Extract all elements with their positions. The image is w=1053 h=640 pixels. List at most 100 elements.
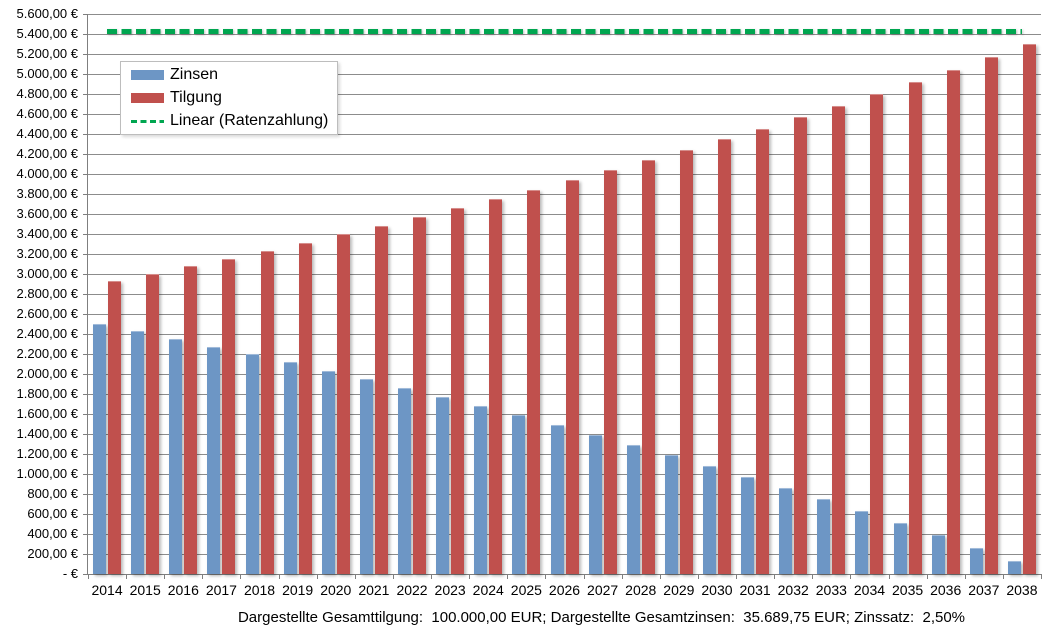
y-axis-label: 800,00 € [27, 486, 78, 501]
y-axis-label: 3.200,00 € [16, 246, 78, 261]
bar-zinsen-2015 [131, 331, 145, 574]
x-axis-tick [774, 574, 776, 579]
bar-tilgung-2034 [870, 94, 884, 574]
x-axis-label: 2024 [472, 582, 504, 598]
bar-zinsen-2027 [588, 434, 602, 574]
y-axis-tick [83, 213, 88, 215]
y-axis-label: 2.000,00 € [16, 366, 78, 381]
y-axis-tick [83, 313, 88, 315]
x-axis-tick [1041, 574, 1042, 579]
legend-item-zinsen: Zinsen [131, 64, 337, 87]
x-axis-tick [431, 574, 433, 579]
x-axis-tick [202, 574, 204, 579]
y-axis-label: 4.400,00 € [16, 126, 78, 141]
bar-tilgung-2025 [527, 189, 541, 574]
x-axis-tick [736, 574, 738, 579]
bar-tilgung-2027 [603, 170, 617, 574]
bar-zinsen-2033 [817, 499, 831, 574]
legend-swatch-zinsen [131, 70, 164, 80]
gridline [88, 393, 1041, 395]
gridline [88, 533, 1041, 535]
x-axis-label: 2016 [167, 582, 199, 598]
y-axis-tick [83, 13, 88, 15]
x-axis-label: 2015 [129, 582, 161, 598]
x-axis-tick [926, 574, 928, 579]
x-axis-label: 2037 [968, 582, 1000, 598]
y-axis-tick [83, 113, 88, 115]
x-axis-label: 2017 [205, 582, 237, 598]
x-axis-tick [583, 574, 585, 579]
gridline [88, 173, 1041, 175]
x-axis-tick [545, 574, 547, 579]
x-axis-label: 2031 [739, 582, 771, 598]
legend-label-linear: Linear (Ratenzahlung) [170, 112, 329, 129]
gridline [88, 73, 1041, 75]
gridline [88, 133, 1041, 135]
y-axis-tick [83, 293, 88, 295]
x-axis-label: 2026 [548, 582, 581, 598]
x-axis-label: 2020 [320, 582, 352, 598]
bar-tilgung-2019 [298, 242, 312, 574]
x-axis-tick [697, 574, 699, 579]
bar-zinsen-2029 [664, 455, 678, 574]
bar-zinsen-2021 [359, 379, 373, 574]
y-axis-tick [83, 53, 88, 55]
bar-zinsen-2018 [245, 354, 259, 574]
y-axis-tick [83, 73, 88, 75]
legend-item-tilgung: Tilgung [131, 87, 337, 110]
bar-zinsen-2020 [321, 370, 335, 574]
bar-tilgung-2036 [946, 69, 960, 574]
x-axis-label: 2029 [663, 582, 695, 598]
gridline [88, 33, 1041, 35]
bar-tilgung-2021 [374, 226, 388, 574]
bar-tilgung-2029 [679, 149, 693, 574]
y-axis-label: - € [62, 566, 78, 581]
y-axis-tick [83, 33, 88, 35]
gridline [88, 353, 1041, 355]
y-axis-label: 400,00 € [27, 526, 78, 541]
y-axis-label: 4.000,00 € [16, 166, 78, 181]
gridline [88, 253, 1041, 255]
y-axis-label: 2.600,00 € [16, 306, 78, 321]
gridline [88, 413, 1041, 415]
y-axis-label: 3.600,00 € [16, 206, 78, 221]
x-axis-tick [278, 574, 280, 579]
bar-tilgung-2030 [717, 139, 731, 574]
gridline [88, 93, 1041, 95]
x-axis-tick [964, 574, 966, 579]
y-axis-label: 4.600,00 € [16, 106, 78, 121]
y-axis-label: 1.000,00 € [16, 466, 78, 481]
y-axis-label: 5.000,00 € [16, 66, 78, 81]
y-axis-label: 5.200,00 € [16, 46, 78, 61]
y-axis-tick [83, 413, 88, 415]
y-axis-tick [83, 353, 88, 355]
gridline [88, 193, 1041, 195]
y-axis-label: 5.600,00 € [16, 6, 78, 21]
gridline [88, 293, 1041, 295]
y-axis-tick [83, 473, 88, 475]
y-axis-label: 1.200,00 € [16, 446, 78, 461]
gridline [88, 273, 1041, 275]
y-axis-tick [83, 173, 88, 175]
gridline [88, 373, 1041, 375]
y-axis-label: 2.200,00 € [16, 346, 78, 361]
bar-zinsen-2031 [741, 476, 755, 574]
x-axis-tick [621, 574, 623, 579]
y-axis-tick [83, 93, 88, 95]
bar-zinsen-2032 [779, 487, 793, 574]
x-axis-tick [392, 574, 394, 579]
bar-zinsen-2024 [474, 405, 488, 574]
x-axis-label: 2028 [625, 582, 657, 598]
bar-zinsen-2022 [398, 387, 412, 574]
gridline [88, 493, 1041, 495]
x-axis-label: 2035 [892, 582, 924, 598]
bar-zinsen-2037 [969, 547, 983, 574]
x-axis-label: 2027 [587, 582, 619, 598]
y-axis-tick [83, 513, 88, 515]
legend: Zinsen Tilgung Linear (Ratenzahlung) [120, 61, 338, 135]
bar-tilgung-2014 [108, 281, 122, 574]
bar-tilgung-2033 [832, 105, 846, 574]
x-axis-tick [316, 574, 318, 579]
gridline [88, 333, 1041, 335]
bar-tilgung-2031 [756, 128, 770, 574]
